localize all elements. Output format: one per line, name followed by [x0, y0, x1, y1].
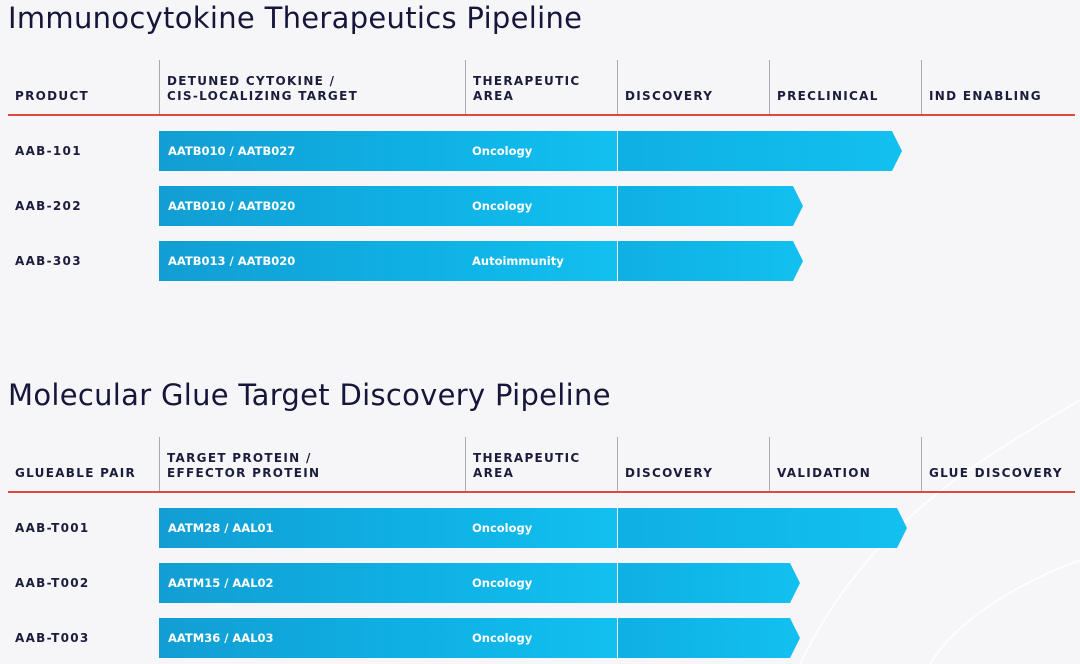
area-label: Oncology [472, 199, 533, 213]
column-divider [617, 60, 618, 114]
pipeline-bar-info: AATB010 / AATB020 Oncology [159, 186, 617, 226]
column-header-target: TARGET PROTEIN / EFFECTOR PROTEIN [167, 451, 321, 480]
area-label: Oncology [472, 521, 533, 535]
column-header-area: THERAPEUTIC AREA [473, 451, 581, 480]
section-title: Immunocytokine Therapeutics Pipeline [8, 1, 583, 35]
area-label: Oncology [472, 576, 533, 590]
column-divider [465, 437, 466, 491]
progress-arrow [618, 241, 803, 281]
product-label: AAB-202 [15, 199, 82, 213]
area-label: Autoimmunity [472, 254, 564, 268]
pipeline-bar-info: AATM28 / AAL01 Oncology [159, 508, 617, 548]
column-header-stage-1: DISCOVERY [625, 89, 714, 103]
column-header-target: DETUNED CYTOKINE / CIS-LOCALIZING TARGET [167, 74, 359, 103]
product-label: AAB-101 [15, 144, 82, 158]
column-divider [617, 437, 618, 491]
pipeline-bar-info: AATM36 / AAL03 Oncology [159, 618, 617, 658]
target-label: AATM15 / AAL02 [168, 576, 274, 590]
area-label: Oncology [472, 144, 533, 158]
column-divider [921, 437, 922, 491]
product-label: AAB-T002 [15, 576, 90, 590]
target-label: AATM28 / AAL01 [168, 521, 274, 535]
column-header-stage-2: VALIDATION [777, 466, 872, 480]
area-label: Oncology [472, 631, 533, 645]
header-rule [8, 491, 1075, 493]
column-divider [769, 60, 770, 114]
progress-arrow [618, 186, 803, 226]
progress-arrow [618, 618, 800, 658]
column-divider [159, 60, 160, 114]
column-header-stage-3: IND ENABLING [929, 89, 1042, 103]
column-divider [465, 60, 466, 114]
column-header-product: GLUEABLE PAIR [15, 466, 137, 480]
target-label: AATB013 / AATB020 [168, 254, 296, 268]
progress-arrow [618, 508, 907, 548]
progress-arrow [618, 563, 800, 603]
pipeline-bar-info: AATM15 / AAL02 Oncology [159, 563, 617, 603]
target-label: AATB010 / AATB027 [168, 144, 296, 158]
column-divider [769, 437, 770, 491]
progress-arrow [618, 131, 902, 171]
product-label: AAB-T001 [15, 521, 90, 535]
section-title: Molecular Glue Target Discovery Pipeline [8, 378, 611, 412]
column-divider [159, 437, 160, 491]
column-header-product: PRODUCT [15, 89, 90, 103]
column-header-stage-1: DISCOVERY [625, 466, 714, 480]
product-label: AAB-303 [15, 254, 82, 268]
target-label: AATB010 / AATB020 [168, 199, 296, 213]
column-divider [921, 60, 922, 114]
pipeline-bar-info: AATB010 / AATB027 Oncology [159, 131, 617, 171]
target-label: AATM36 / AAL03 [168, 631, 274, 645]
column-header-stage-3: GLUE DISCOVERY [929, 466, 1063, 480]
column-header-area: THERAPEUTIC AREA [473, 74, 581, 103]
pipeline-bar-info: AATB013 / AATB020 Autoimmunity [159, 241, 617, 281]
product-label: AAB-T003 [15, 631, 90, 645]
column-header-stage-2: PRECLINICAL [777, 89, 879, 103]
header-rule [8, 114, 1075, 116]
